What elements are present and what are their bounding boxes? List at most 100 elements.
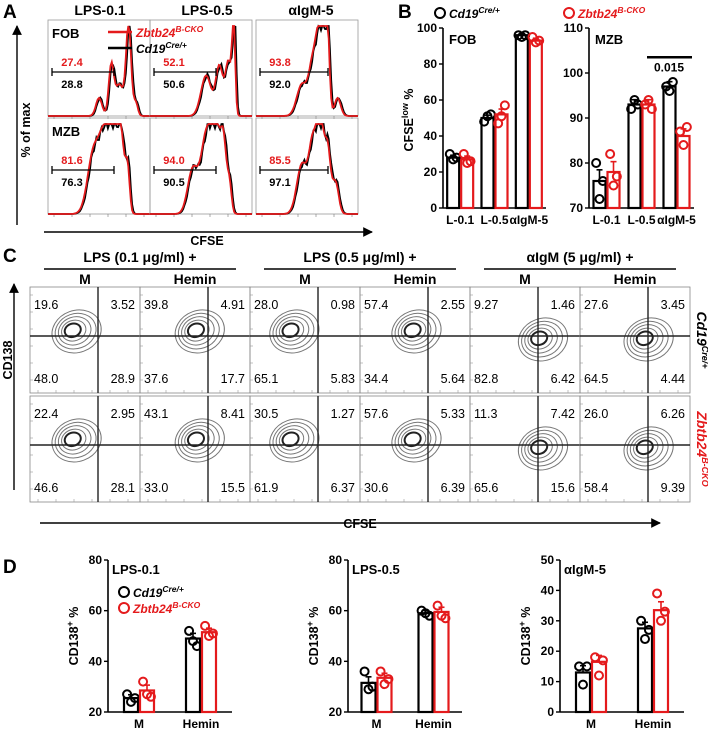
contour-ring — [400, 428, 427, 451]
quadrant-value-bottom-right: 15.5 — [221, 481, 245, 495]
bar-control — [480, 116, 495, 210]
quadrant-value-bottom-right: 17.7 — [221, 372, 245, 386]
contour-ring — [623, 426, 674, 471]
quadrant-value-bottom-left: 46.6 — [34, 481, 58, 495]
contour-ring — [633, 436, 659, 459]
gate-value-cko: 81.6 — [61, 155, 82, 167]
treatment-group-label: αIgM (5 μg/ml) + — [526, 249, 633, 265]
contour-ring — [524, 324, 558, 354]
row-label-main: Zbtb24 — [694, 410, 708, 457]
data-point — [643, 95, 654, 105]
gate-value-cko: 93.8 — [269, 57, 290, 69]
row-label-main: Cd19 — [694, 312, 708, 346]
histogram-control-line — [256, 123, 358, 215]
panel-c-x-label: CFSE — [343, 517, 376, 531]
row-label-sup: Cre/+ — [700, 346, 708, 370]
data-point — [200, 620, 211, 631]
x-tick-label: L-0.1 — [446, 213, 474, 227]
quadrant-value-bottom-right: 5.64 — [441, 372, 465, 386]
contour-frame — [579, 286, 691, 394]
y-tick-label: 40 — [541, 583, 555, 597]
legend-sup: Cre/+ — [165, 40, 187, 50]
data-point — [594, 194, 605, 204]
contour-ring — [521, 320, 563, 358]
quadrant-value-top-right: 0.98 — [331, 298, 355, 312]
data-point — [626, 104, 637, 114]
quadrant-value-bottom-left: 64.5 — [584, 372, 608, 386]
legend-text: Zbtb24 — [135, 26, 176, 40]
contour-ring — [521, 429, 563, 467]
y-tick-label: 10 — [541, 675, 555, 689]
data-point — [591, 158, 602, 168]
y-tick-label: 100 — [417, 21, 437, 35]
quadrant-value-top-right: 2.55 — [441, 298, 465, 312]
histogram-row-label: FOB — [52, 26, 79, 41]
quadrant-value-top-right: 3.45 — [661, 298, 685, 312]
contour-ring — [174, 418, 225, 463]
quadrant-value-top-right: 5.33 — [441, 407, 465, 421]
genotype-row-label: Zbtb24B-CKO — [694, 410, 708, 486]
panel-b-legend: Cd19Cre/+ Zbtb24B-CKO — [434, 5, 646, 21]
quadrant-value-top-right: 6.26 — [661, 407, 685, 421]
x-tick-label: Hemin — [415, 717, 452, 731]
data-point — [636, 615, 647, 626]
bar-cko — [200, 631, 218, 714]
x-tick-label: L-0.5 — [627, 213, 655, 227]
histogram-cko-line — [150, 123, 252, 215]
panel-d-lps01-chart: 20 40 60 80 M Hemin LPS-0.1 CD138+ % — [65, 553, 232, 731]
contour-ring — [517, 317, 569, 362]
panel-a-y-label: % of max — [19, 103, 33, 158]
panel-a-col-label: LPS-0.5 — [181, 2, 233, 18]
chart-title: LPS-0.1 — [112, 562, 160, 577]
quadrant-value-bottom-right: 4.44 — [661, 372, 685, 386]
contour-ring — [623, 317, 674, 362]
panel-b-fob-chart: 0 20 40 60 80 100 L-0.1 L-0.5 αIgM-5 FOB — [417, 21, 549, 227]
data-point — [375, 666, 386, 677]
panel-b-letter: B — [398, 2, 412, 23]
bar-cko — [494, 113, 509, 210]
data-point — [207, 628, 218, 639]
condition-label: M — [79, 271, 91, 287]
contour-ring — [177, 421, 220, 459]
x-tick-label: L-0.1 — [592, 213, 620, 227]
quadrant-value-top-left: 57.6 — [364, 407, 388, 421]
data-point — [383, 674, 394, 685]
legend-label-control: Cd19Cre/+ — [136, 40, 187, 56]
histogram-cko-line — [48, 123, 150, 215]
bar-cko — [528, 39, 543, 210]
quadrant-value-top-left: 19.6 — [34, 298, 58, 312]
quadrant-value-top-left: 22.4 — [34, 407, 58, 421]
data-point — [458, 149, 469, 159]
data-point — [590, 652, 601, 663]
y-axis-label: CD138+ % — [517, 607, 533, 666]
data-point — [440, 613, 451, 624]
quadrant-value-bottom-right: 28.1 — [111, 481, 135, 495]
x-tick-label: M — [372, 717, 382, 731]
data-point — [359, 666, 370, 677]
y-tick-label: 80 — [89, 553, 103, 567]
quadrant-value-bottom-right: 9.39 — [661, 481, 685, 495]
quadrant-value-bottom-left: 61.9 — [254, 481, 278, 495]
quadrant-value-top-left: 43.1 — [144, 407, 168, 421]
data-point — [597, 655, 608, 666]
gate-value-control: 28.8 — [61, 79, 82, 91]
quadrant-value-top-left: 57.4 — [364, 298, 388, 312]
quadrant-value-bottom-left: 33.0 — [144, 481, 168, 495]
y-tick-label: 40 — [89, 654, 103, 668]
data-point — [465, 156, 476, 167]
contour-frame — [579, 395, 691, 503]
gate-value-control: 90.5 — [163, 177, 184, 189]
quadrant-value-bottom-left: 82.8 — [474, 372, 498, 386]
data-point — [678, 140, 689, 150]
y-tick-label: 40 — [424, 129, 438, 143]
data-point — [594, 670, 604, 681]
legend-label-cko: Zbtb24B-CKO — [577, 5, 646, 21]
data-point — [656, 615, 666, 626]
panel-a-letter: A — [3, 2, 17, 23]
histogram-control-line — [256, 24, 358, 117]
bar-control — [446, 156, 461, 210]
data-point — [145, 691, 156, 702]
y-label-main: CD138 — [67, 626, 81, 665]
x-tick-label: M — [586, 717, 596, 731]
panel-b-y-label: CFSElow % — [400, 89, 416, 152]
